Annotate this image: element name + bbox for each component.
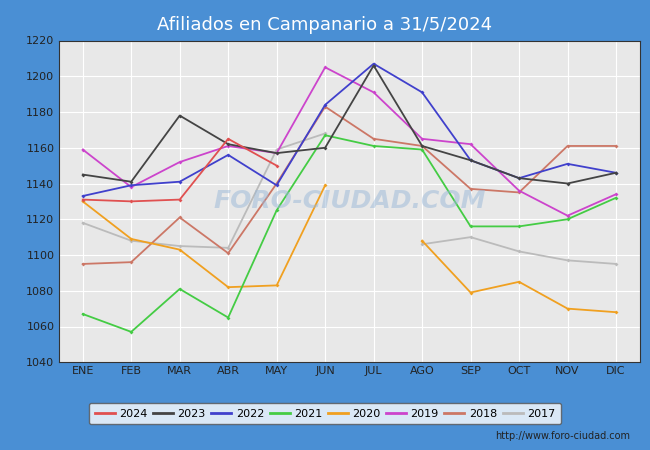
Legend: 2024, 2023, 2022, 2021, 2020, 2019, 2018, 2017: 2024, 2023, 2022, 2021, 2020, 2019, 2018… xyxy=(89,403,561,424)
Text: Afiliados en Campanario a 31/5/2024: Afiliados en Campanario a 31/5/2024 xyxy=(157,16,493,34)
Text: http://www.foro-ciudad.com: http://www.foro-ciudad.com xyxy=(495,431,630,441)
Text: FORO-CIUDAD.COM: FORO-CIUDAD.COM xyxy=(213,189,486,213)
